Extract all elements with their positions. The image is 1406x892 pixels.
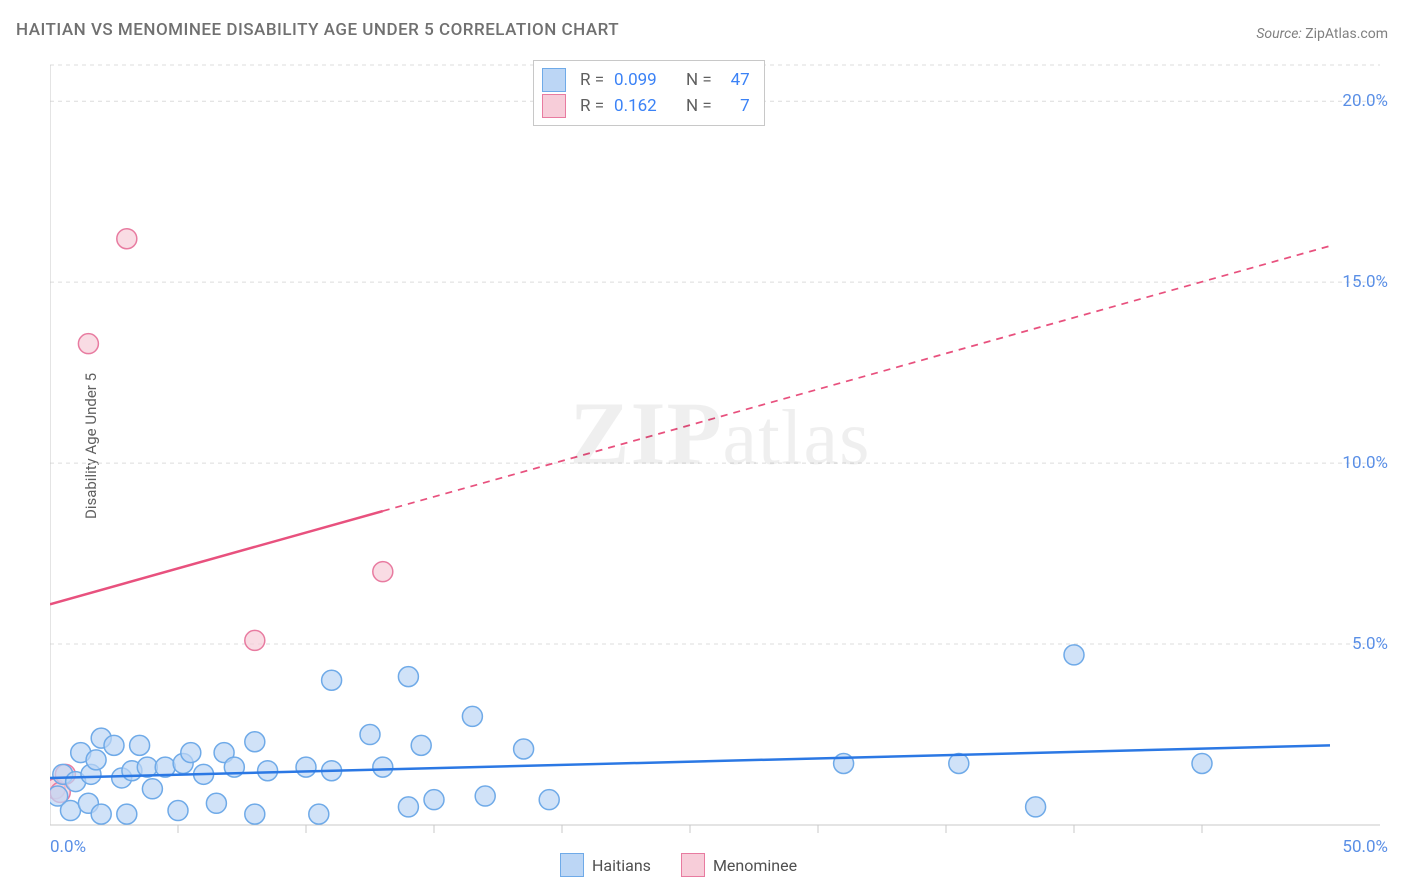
- data-point: [117, 804, 137, 824]
- data-point: [91, 804, 111, 824]
- y-tick-label: 10.0%: [1342, 453, 1388, 473]
- x-tick-label: 0.0%: [50, 837, 86, 857]
- data-point: [514, 739, 534, 759]
- data-point: [398, 667, 418, 687]
- r-value: 0.162: [614, 93, 672, 119]
- x-tick-label: 50.0%: [1342, 837, 1388, 857]
- legend-item: Haitians: [560, 853, 651, 877]
- r-value: 0.099: [614, 67, 672, 93]
- data-point: [309, 804, 329, 824]
- data-point: [86, 750, 106, 770]
- data-point: [411, 735, 431, 755]
- source-label: Source:: [1256, 26, 1301, 42]
- data-point: [539, 790, 559, 810]
- legend-swatch: [560, 853, 584, 877]
- data-point: [424, 790, 444, 810]
- y-tick-label: 5.0%: [1352, 634, 1388, 654]
- data-point: [296, 757, 316, 777]
- plot-area: ZIPatlas: [50, 55, 1390, 845]
- y-tick-label: 20.0%: [1342, 91, 1388, 111]
- n-value: 47: [722, 67, 750, 93]
- legend-swatch: [542, 94, 566, 118]
- data-point: [245, 630, 265, 650]
- data-point: [462, 706, 482, 726]
- data-point: [322, 670, 342, 690]
- chart-title: HAITIAN VS MENOMINEE DISABILITY AGE UNDE…: [16, 20, 619, 40]
- legend-swatch: [542, 68, 566, 92]
- data-point: [130, 735, 150, 755]
- data-point: [104, 735, 124, 755]
- r-label: R =: [580, 67, 604, 93]
- data-point: [258, 761, 278, 781]
- legend-swatch: [681, 853, 705, 877]
- n-label: N =: [686, 93, 712, 119]
- data-point: [78, 334, 98, 354]
- n-label: N =: [686, 67, 712, 93]
- source-domain: ZipAtlas.com: [1305, 26, 1388, 42]
- data-point: [181, 743, 201, 763]
- data-point: [1026, 797, 1046, 817]
- scatter-plot-svg: [50, 55, 1390, 845]
- data-point: [373, 757, 393, 777]
- data-point: [949, 753, 969, 773]
- data-point: [60, 801, 80, 821]
- data-point: [142, 779, 162, 799]
- y-tick-label: 15.0%: [1342, 272, 1388, 292]
- data-point: [1064, 645, 1084, 665]
- legend-label: Haitians: [592, 856, 651, 875]
- legend-row: R = 0.162 N = 7: [542, 93, 750, 119]
- chart-container: HAITIAN VS MENOMINEE DISABILITY AGE UNDE…: [0, 0, 1406, 892]
- correlation-legend: R = 0.099 N = 47 R = 0.162 N = 7: [533, 60, 765, 126]
- trend-line: [50, 511, 383, 604]
- source-attribution: Source: ZipAtlas.com: [1256, 26, 1388, 42]
- data-point: [360, 725, 380, 745]
- data-point: [245, 804, 265, 824]
- series-legend: Haitians Menominee: [560, 853, 797, 877]
- trend-line-extrapolated: [383, 246, 1330, 511]
- data-point: [398, 797, 418, 817]
- data-point: [168, 801, 188, 821]
- data-point: [475, 786, 495, 806]
- r-label: R =: [580, 93, 604, 119]
- legend-row: R = 0.099 N = 47: [542, 67, 750, 93]
- data-point: [245, 732, 265, 752]
- data-point: [373, 562, 393, 582]
- data-point: [206, 793, 226, 813]
- legend-item: Menominee: [681, 853, 797, 877]
- data-point: [117, 229, 137, 249]
- legend-label: Menominee: [713, 856, 797, 875]
- n-value: 7: [722, 93, 750, 119]
- data-point: [1192, 753, 1212, 773]
